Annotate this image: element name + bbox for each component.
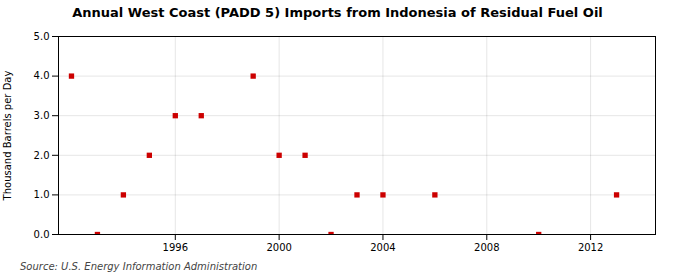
html-text:Annual West Coast (PADD 5) Imp: Annual West Coast (PADD 5) Imports from …: [72, 5, 603, 20]
svg-text:2008: 2008: [474, 242, 499, 253]
svg-text:2004: 2004: [370, 242, 395, 253]
svg-text:4.0: 4.0: [34, 70, 50, 81]
svg-text:1.0: 1.0: [34, 189, 50, 200]
html-text:Source: U.S. Energy Informatio: Source: U.S. Energy Information Administ…: [20, 261, 258, 272]
svg-text:1996: 1996: [163, 242, 188, 253]
svg-text:3.0: 3.0: [34, 110, 50, 121]
svg-text:2.0: 2.0: [34, 150, 50, 161]
svg-text:2000: 2000: [266, 242, 291, 253]
svg-text:2012: 2012: [578, 242, 603, 253]
svg-text:Thousand Barrels per Day: Thousand Barrels per Day: [2, 71, 13, 202]
svg-text:5.0: 5.0: [34, 31, 50, 42]
svg-text:0.0: 0.0: [34, 229, 50, 240]
